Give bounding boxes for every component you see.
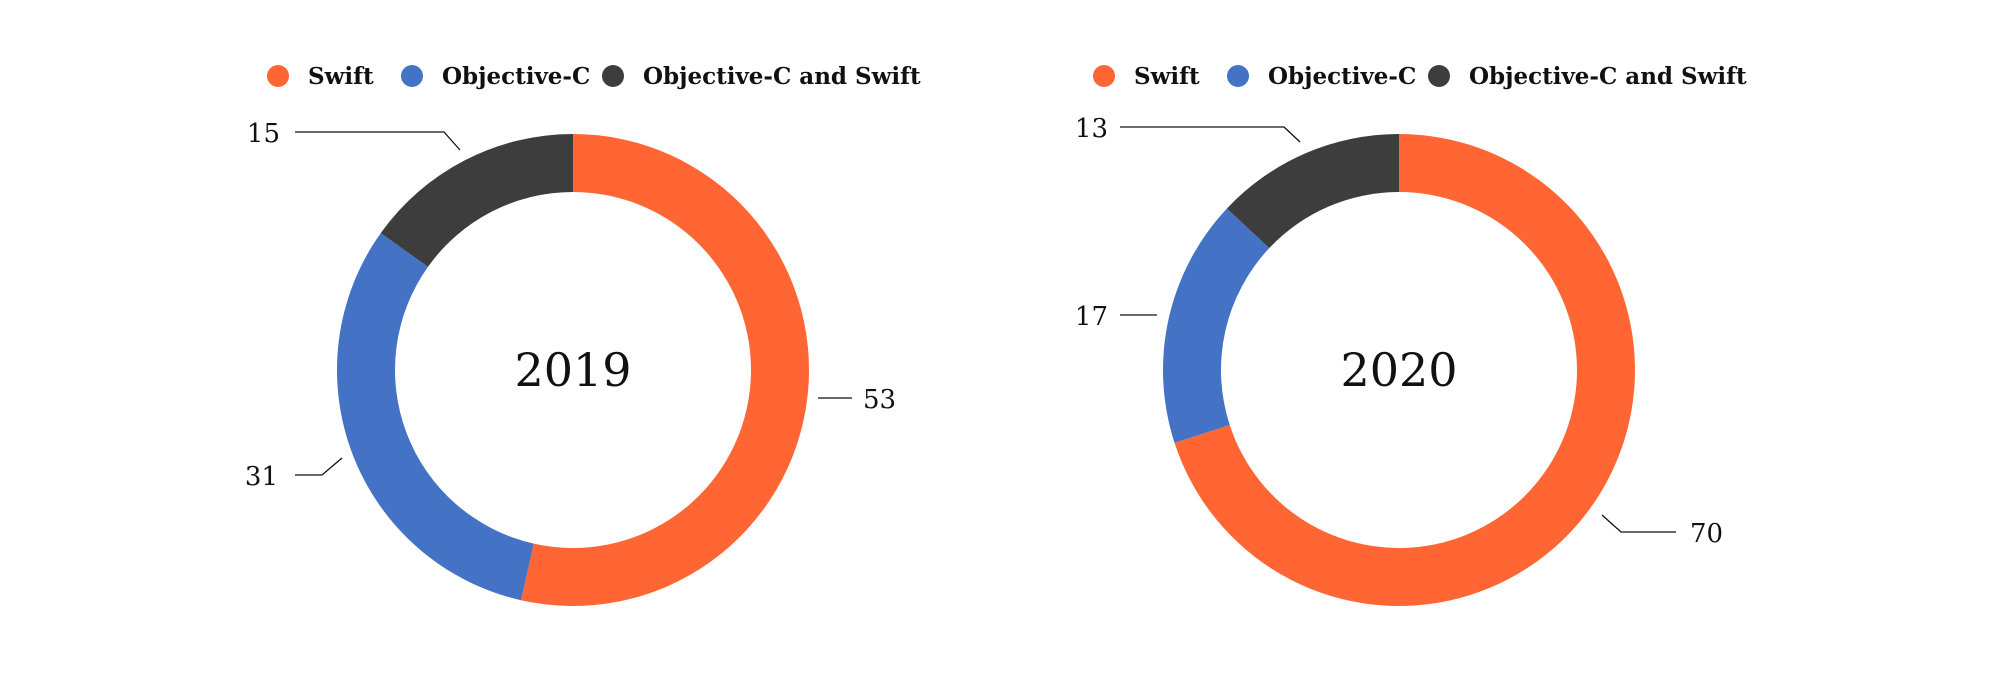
donut-chart-2020: 2020 70 17 13 Swift Objective-C Objective-C an… <box>1075 63 1747 606</box>
legend-label-objective-c-and-swift: Objective-C and Swift <box>1469 63 1747 90</box>
leader-line-objective-c-and-swift <box>295 131 461 151</box>
data-label-objective-c: 17 <box>1075 302 1108 332</box>
leader-line-objective-c <box>295 457 343 476</box>
legend-swatch-objective-c-and-swift <box>602 65 624 87</box>
legend-swatch-swift <box>1093 65 1115 87</box>
slice-swift <box>521 134 810 606</box>
legend-swatch-objective-c-and-swift <box>1428 65 1450 87</box>
legend: Swift Objective-C Objective-C and Swift <box>267 63 921 90</box>
legend: Swift Objective-C Objective-C and Swift <box>1093 63 1747 90</box>
data-label-objective-c-and-swift: 13 <box>1075 114 1108 144</box>
data-label-swift: 70 <box>1690 519 1723 549</box>
data-label-objective-c: 31 <box>245 462 278 492</box>
leader-line-objective-c-and-swift <box>1120 126 1301 143</box>
center-year-label: 2019 <box>514 343 631 397</box>
legend-swatch-swift <box>267 65 289 87</box>
slice-objective-c-and-swift <box>380 134 573 267</box>
legend-swatch-objective-c <box>1227 65 1249 87</box>
legend-label-swift: Swift <box>308 63 374 90</box>
donut-chart-2019: 2019 53 31 15 Swift Objective-C Objective-C an… <box>245 63 921 606</box>
legend-label-objective-c: Objective-C <box>442 63 590 90</box>
legend-label-swift: Swift <box>1134 63 1200 90</box>
leader-line-swift <box>1601 514 1676 533</box>
slice-objective-c <box>337 233 534 601</box>
data-label-swift: 53 <box>863 385 896 415</box>
legend-swatch-objective-c <box>401 65 423 87</box>
legend-label-objective-c-and-swift: Objective-C and Swift <box>643 63 921 90</box>
slice-objective-c <box>1163 208 1270 443</box>
legend-label-objective-c: Objective-C <box>1268 63 1416 90</box>
center-year-label: 2020 <box>1340 343 1457 397</box>
slice-objective-c-and-swift <box>1226 134 1399 249</box>
data-label-objective-c-and-swift: 15 <box>247 119 280 149</box>
